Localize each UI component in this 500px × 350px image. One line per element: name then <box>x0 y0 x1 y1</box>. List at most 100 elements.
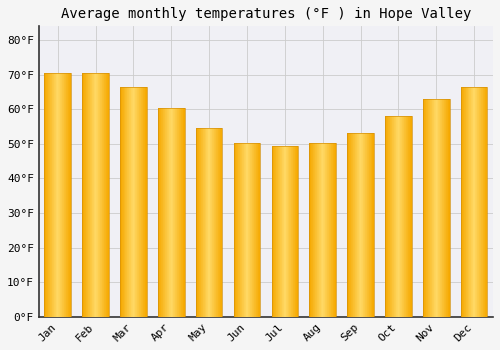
Bar <box>433 99 434 317</box>
Bar <box>44 73 71 317</box>
Bar <box>434 99 435 317</box>
Bar <box>436 99 437 317</box>
Bar <box>294 146 295 317</box>
Bar <box>481 87 482 317</box>
Bar <box>396 116 397 317</box>
Bar <box>56 73 57 317</box>
Bar <box>292 146 293 317</box>
Bar <box>369 133 370 317</box>
Bar <box>290 146 291 317</box>
Bar <box>445 99 446 317</box>
Bar <box>253 143 254 317</box>
Bar <box>215 128 216 317</box>
Bar <box>411 116 412 317</box>
Bar <box>176 107 178 317</box>
Bar <box>54 73 55 317</box>
Bar <box>69 73 70 317</box>
Bar <box>297 146 298 317</box>
Bar <box>385 116 411 317</box>
Bar <box>392 116 393 317</box>
Bar <box>403 116 404 317</box>
Bar <box>44 73 45 317</box>
Bar <box>183 107 184 317</box>
Bar <box>220 128 221 317</box>
Bar <box>91 73 92 317</box>
Bar <box>447 99 448 317</box>
Bar <box>84 73 85 317</box>
Bar <box>471 87 472 317</box>
Bar <box>359 133 360 317</box>
Bar <box>479 87 480 317</box>
Bar <box>432 99 433 317</box>
Bar <box>478 87 479 317</box>
Bar <box>356 133 358 317</box>
Bar <box>362 133 363 317</box>
Bar <box>439 99 440 317</box>
Bar <box>328 143 330 317</box>
Bar <box>52 73 53 317</box>
Bar <box>405 116 406 317</box>
Bar <box>245 143 246 317</box>
Bar <box>385 116 386 317</box>
Bar <box>400 116 401 317</box>
Bar <box>408 116 409 317</box>
Bar <box>366 133 367 317</box>
Bar <box>212 128 213 317</box>
Bar <box>435 99 436 317</box>
Bar <box>363 133 364 317</box>
Bar <box>239 143 240 317</box>
Bar <box>352 133 354 317</box>
Bar <box>181 107 182 317</box>
Bar <box>201 128 202 317</box>
Bar <box>208 128 209 317</box>
Bar <box>158 107 184 317</box>
Bar <box>48 73 49 317</box>
Bar <box>86 73 87 317</box>
Bar <box>332 143 334 317</box>
Bar <box>132 87 133 317</box>
Bar <box>399 116 400 317</box>
Bar <box>350 133 352 317</box>
Bar <box>428 99 429 317</box>
Bar <box>255 143 256 317</box>
Bar <box>311 143 312 317</box>
Bar <box>472 87 473 317</box>
Bar <box>289 146 290 317</box>
Bar <box>370 133 371 317</box>
Bar <box>66 73 67 317</box>
Bar <box>407 116 408 317</box>
Bar <box>397 116 398 317</box>
Bar <box>205 128 206 317</box>
Bar <box>277 146 278 317</box>
Bar <box>197 128 198 317</box>
Bar <box>287 146 288 317</box>
Bar <box>443 99 444 317</box>
Bar <box>402 116 403 317</box>
Bar <box>467 87 468 317</box>
Bar <box>482 87 484 317</box>
Title: Average monthly temperatures (°F ) in Hope Valley: Average monthly temperatures (°F ) in Ho… <box>60 7 471 21</box>
Bar <box>65 73 66 317</box>
Bar <box>249 143 250 317</box>
Bar <box>94 73 95 317</box>
Bar <box>275 146 276 317</box>
Bar <box>248 143 249 317</box>
Bar <box>136 87 137 317</box>
Bar <box>108 73 109 317</box>
Bar <box>61 73 62 317</box>
Bar <box>47 73 48 317</box>
Bar <box>221 128 222 317</box>
Bar <box>125 87 126 317</box>
Bar <box>218 128 219 317</box>
Bar <box>310 143 336 317</box>
Bar <box>462 87 463 317</box>
Bar <box>67 73 68 317</box>
Bar <box>131 87 132 317</box>
Bar <box>103 73 104 317</box>
Bar <box>64 73 65 317</box>
Bar <box>250 143 251 317</box>
Bar <box>217 128 218 317</box>
Bar <box>334 143 336 317</box>
Bar <box>244 143 245 317</box>
Bar <box>124 87 125 317</box>
